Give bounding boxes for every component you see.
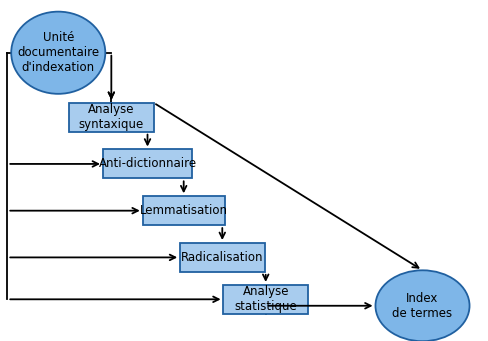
FancyBboxPatch shape: [180, 243, 264, 272]
Text: Radicalisation: Radicalisation: [181, 251, 264, 264]
FancyBboxPatch shape: [142, 196, 224, 225]
Text: Index
de termes: Index de termes: [392, 292, 452, 320]
Text: Analyse
statistique: Analyse statistique: [234, 285, 297, 313]
Text: Analyse
syntaxique: Analyse syntaxique: [79, 103, 144, 131]
Text: Unité
documentaire
d'indexation: Unité documentaire d'indexation: [17, 31, 100, 74]
Ellipse shape: [11, 12, 105, 94]
Ellipse shape: [375, 270, 469, 341]
Text: Anti-dictionnaire: Anti-dictionnaire: [99, 158, 197, 170]
FancyBboxPatch shape: [103, 149, 192, 178]
Text: Lemmatisation: Lemmatisation: [140, 204, 228, 217]
FancyBboxPatch shape: [224, 285, 308, 314]
FancyBboxPatch shape: [69, 103, 154, 132]
